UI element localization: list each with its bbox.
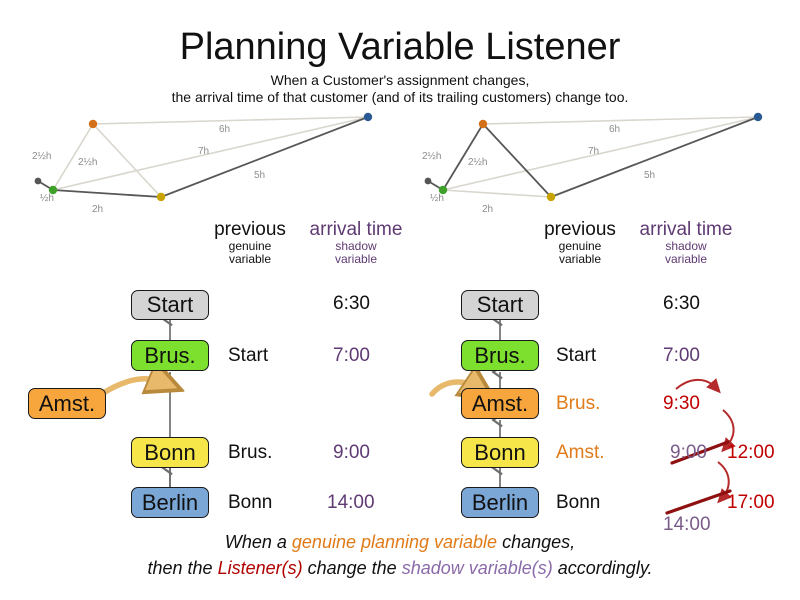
route-graph-after: ½h 2h 2½h 2½h 6h 7h 5h — [420, 105, 770, 220]
column-header-arrival-title: arrival time — [309, 219, 403, 240]
graph-node-start — [424, 177, 432, 185]
arrival-value-start-right: 6:30 — [663, 293, 700, 314]
column-header-arrival-sub1: shadow — [665, 239, 707, 253]
graph-node-berlin — [363, 112, 373, 122]
arrival-value-berlin-left: 14:00 — [327, 492, 375, 513]
edge-label-start-brussels: ½h — [430, 193, 444, 204]
chain-box-start-right[interactable]: Start — [461, 290, 539, 320]
edge-label-brussels-berlin: 7h — [198, 146, 209, 157]
chain-box-amsterdam-floating[interactable]: Amst. — [28, 388, 106, 419]
previous-value-berlin-left: Bonn — [228, 492, 273, 513]
chain-box-brussels-right[interactable]: Brus. — [461, 340, 539, 371]
column-header-previous-title: previous — [544, 219, 616, 240]
edge-label-amsterdam-bonn: 2½h — [468, 157, 487, 168]
edge-label-amsterdam-berlin: 6h — [609, 124, 620, 135]
caption-listener-term: Listener(s) — [217, 558, 303, 578]
caption-line1-pre: When a — [224, 532, 292, 552]
graph-node-bonn — [546, 192, 556, 202]
column-header-arrival-left: arrival time shadow variable — [300, 220, 412, 266]
chain-box-start-left[interactable]: Start — [131, 290, 209, 320]
edge-label-brussels-bonn: 2h — [482, 204, 493, 215]
caption-line2-pre: then the — [147, 558, 218, 578]
move-arrow-left — [102, 379, 162, 395]
arrival-value-bonn-right-new: 12:00 — [727, 442, 775, 463]
previous-value-brussels-right: Start — [556, 345, 597, 366]
column-header-previous-sub1: genuine — [228, 239, 272, 253]
previous-value-berlin-right: Bonn — [556, 492, 601, 513]
caption-line-2: then the Listener(s) change the shadow v… — [0, 558, 800, 579]
previous-value-bonn-left: Brus. — [228, 442, 273, 463]
caption-line2-post: accordingly. — [552, 558, 653, 578]
edge-label-brussels-berlin: 7h — [588, 146, 599, 157]
column-header-arrival-sub2: variable — [334, 252, 378, 266]
edge-label-brussels-bonn: 2h — [92, 204, 103, 215]
column-header-arrival-title: arrival time — [639, 219, 733, 240]
graph-node-bonn — [156, 192, 166, 202]
previous-value-brussels-left: Start — [228, 345, 269, 366]
arrival-value-brussels-left: 7:00 — [333, 345, 370, 366]
column-header-previous-sub2: variable — [228, 252, 272, 266]
chain-box-berlin-right[interactable]: Berlin — [461, 487, 539, 518]
page-title: Planning Variable Listener — [179, 26, 621, 68]
arrival-value-berlin-right-new: 17:00 — [727, 492, 775, 513]
graph-node-start — [34, 177, 42, 185]
edge-label-start-brussels: ½h — [40, 193, 54, 204]
edge-label-amsterdam-berlin: 6h — [219, 124, 230, 135]
column-header-arrival-right: arrival time shadow variable — [630, 220, 742, 266]
column-header-arrival-sub2: variable — [664, 252, 708, 266]
edge-label-bonn-berlin: 5h — [254, 170, 265, 181]
arrival-value-brussels-right: 7:00 — [663, 345, 700, 366]
graph-node-amsterdam — [478, 119, 488, 129]
arrival-value-start-left: 6:30 — [333, 293, 370, 314]
column-header-previous-right: previous genuine variable — [535, 220, 625, 266]
chain-box-berlin-left[interactable]: Berlin — [131, 487, 209, 518]
chain-box-brussels-left[interactable]: Brus. — [131, 340, 209, 371]
edge-label-brussels-amsterdam: 2½h — [32, 151, 51, 162]
arrival-value-bonn-right-old: 9:00 — [670, 442, 707, 463]
column-header-previous-sub1: genuine — [558, 239, 602, 253]
graph-node-brussels — [438, 185, 448, 195]
column-header-previous-title: previous — [214, 219, 286, 240]
caption-shadow-term: shadow variable(s) — [401, 558, 553, 578]
subtitle-line-2: the arrival time of that customer (and o… — [171, 89, 629, 105]
edge-label-amsterdam-bonn: 2½h — [78, 157, 97, 168]
column-header-arrival-sub1: shadow — [335, 239, 377, 253]
previous-value-bonn-right: Amst. — [556, 442, 605, 463]
graph-node-amsterdam — [88, 119, 98, 129]
subtitle-line-1: When a Customer's assignment changes, — [270, 72, 530, 88]
caption-line-1: When a genuine planning variable changes… — [0, 532, 800, 553]
arrival-value-berlin-right-old: 14:00 — [663, 514, 711, 535]
caption-genuine-term: genuine planning variable — [291, 532, 498, 552]
caption-line2-mid: change the — [302, 558, 402, 578]
arrival-value-bonn-left: 9:00 — [333, 442, 370, 463]
chain-box-bonn-right[interactable]: Bonn — [461, 437, 539, 468]
chain-box-amsterdam-right[interactable]: Amst. — [461, 388, 539, 419]
edge-label-bonn-berlin: 5h — [644, 170, 655, 181]
arrival-value-amsterdam-right-new: 9:30 — [663, 393, 700, 414]
chain-box-bonn-left[interactable]: Bonn — [131, 437, 209, 468]
column-header-previous-left: previous genuine variable — [205, 220, 295, 266]
graph-node-brussels — [48, 185, 58, 195]
graph-node-berlin — [753, 112, 763, 122]
previous-value-amsterdam-right: Brus. — [556, 393, 601, 414]
column-header-previous-sub2: variable — [558, 252, 602, 266]
caption-line1-post: changes, — [497, 532, 576, 552]
route-graph-before: ½h 2h 2½h 2½h 6h 7h 5h — [30, 105, 380, 220]
edge-label-brussels-amsterdam: 2½h — [422, 151, 441, 162]
